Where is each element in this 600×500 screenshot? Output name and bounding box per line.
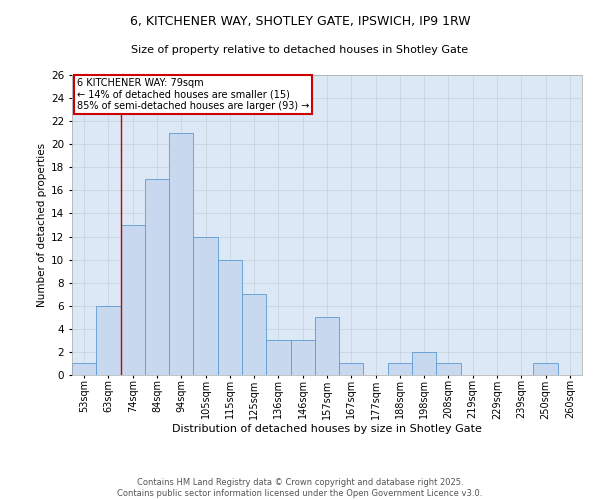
Bar: [339, 364, 364, 375]
Y-axis label: Number of detached properties: Number of detached properties: [37, 143, 47, 307]
Bar: [193, 236, 218, 375]
X-axis label: Distribution of detached houses by size in Shotley Gate: Distribution of detached houses by size …: [172, 424, 482, 434]
Bar: [290, 340, 315, 375]
Bar: [121, 225, 145, 375]
Text: Contains HM Land Registry data © Crown copyright and database right 2025.
Contai: Contains HM Land Registry data © Crown c…: [118, 478, 482, 498]
Text: 6 KITCHENER WAY: 79sqm
← 14% of detached houses are smaller (15)
85% of semi-det: 6 KITCHENER WAY: 79sqm ← 14% of detached…: [77, 78, 310, 111]
Bar: [218, 260, 242, 375]
Bar: [72, 364, 96, 375]
Bar: [388, 364, 412, 375]
Bar: [169, 132, 193, 375]
Bar: [315, 318, 339, 375]
Bar: [145, 179, 169, 375]
Bar: [266, 340, 290, 375]
Bar: [533, 364, 558, 375]
Bar: [96, 306, 121, 375]
Bar: [242, 294, 266, 375]
Bar: [436, 364, 461, 375]
Text: 6, KITCHENER WAY, SHOTLEY GATE, IPSWICH, IP9 1RW: 6, KITCHENER WAY, SHOTLEY GATE, IPSWICH,…: [130, 15, 470, 28]
Bar: [412, 352, 436, 375]
Text: Size of property relative to detached houses in Shotley Gate: Size of property relative to detached ho…: [131, 45, 469, 55]
